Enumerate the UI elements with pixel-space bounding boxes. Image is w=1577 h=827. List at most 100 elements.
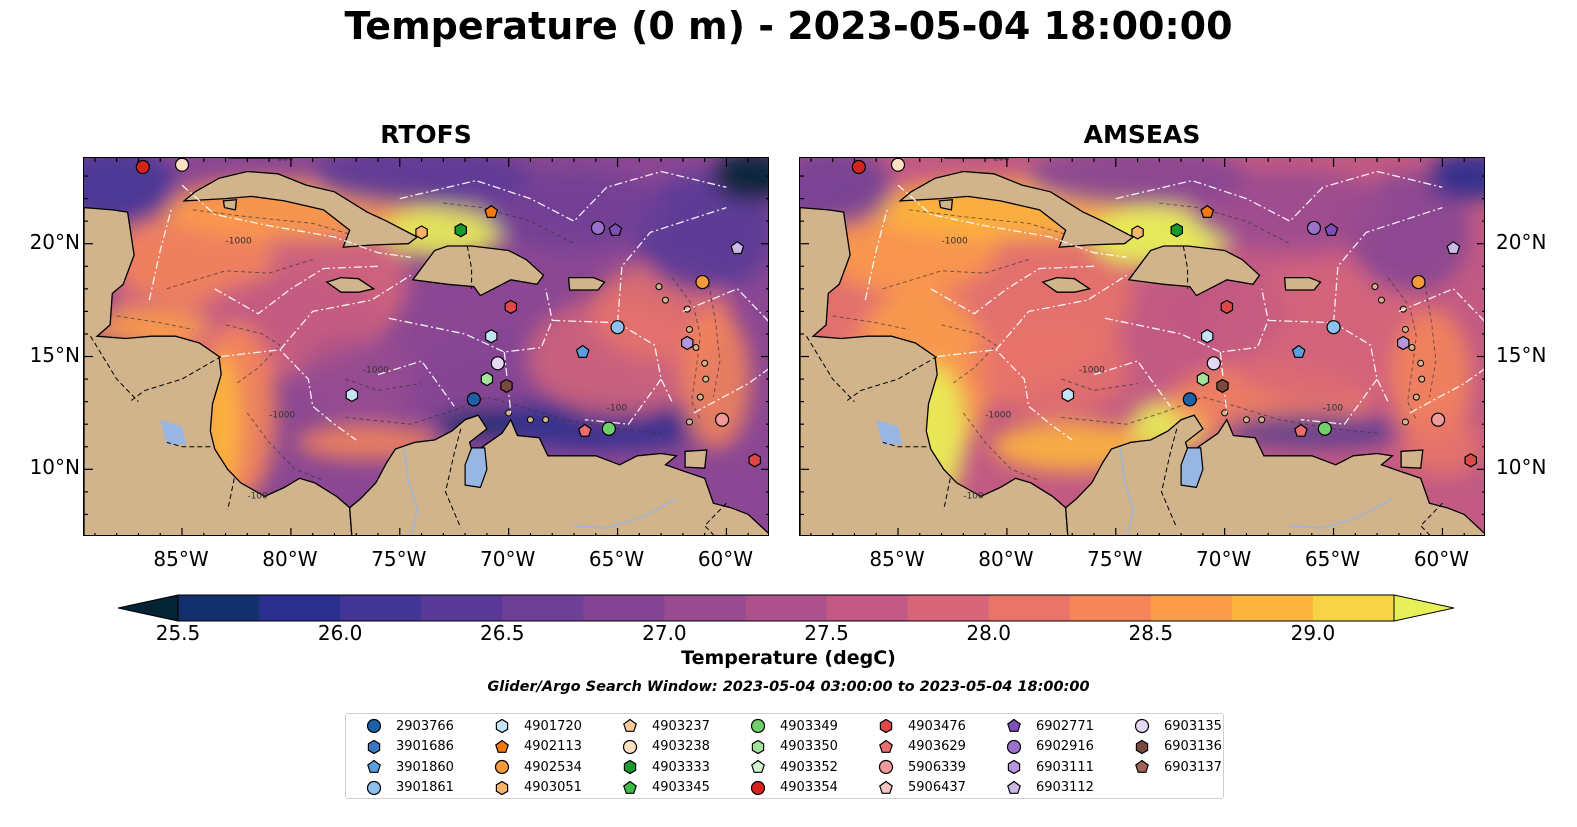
legend-marker[interactable]: [622, 739, 638, 754]
float-marker-4903051[interactable]: [1131, 225, 1144, 240]
hexagon-marker-icon: [495, 780, 509, 795]
float-marker-4903051[interactable]: [415, 225, 428, 240]
float-marker-6903112[interactable]: [1446, 240, 1461, 255]
legend-marker[interactable]: [751, 759, 765, 773]
legend-label: 3901686: [396, 739, 454, 754]
legend-marker[interactable]: [1135, 759, 1149, 773]
float-marker-6903135[interactable]: [1206, 356, 1221, 371]
float-marker-4903349[interactable]: [601, 421, 616, 436]
float-marker-4903476[interactable]: [1464, 453, 1478, 468]
svg-text:-100: -100: [607, 404, 628, 414]
legend-marker[interactable]: [495, 739, 509, 753]
float-marker-3901860[interactable]: [1291, 344, 1306, 358]
svg-text:-100: -100: [247, 492, 268, 502]
legend-label: 4903237: [652, 718, 710, 734]
legend-marker[interactable]: [367, 739, 381, 754]
legend-marker[interactable]: [750, 718, 766, 734]
float-marker-4903476[interactable]: [748, 453, 762, 468]
legend-marker[interactable]: [367, 759, 381, 773]
float-marker-6903136[interactable]: [500, 378, 513, 394]
pentagon-marker-icon: [879, 739, 893, 753]
legend-item: 3901860: [364, 757, 454, 777]
float-marker-5906339[interactable]: [1430, 412, 1446, 427]
legend-marker[interactable]: [1007, 718, 1021, 732]
float-marker-6903111[interactable]: [1396, 335, 1410, 351]
float-marker-6902771[interactable]: [1324, 222, 1339, 237]
legend-marker[interactable]: [366, 718, 382, 734]
float-marker-3901860[interactable]: [575, 344, 590, 358]
float-marker-4903238[interactable]: [174, 158, 190, 172]
legend-marker[interactable]: [879, 780, 893, 794]
float-marker-6902916[interactable]: [590, 220, 606, 236]
rtofs-map-svg: -1000 -1000 -1000 -100 -100 -100: [84, 158, 768, 535]
legend-label: 4902113: [524, 739, 582, 754]
lon-tick-label: 65°W: [1304, 547, 1361, 571]
legend-marker[interactable]: [1007, 780, 1021, 794]
float-marker-3901861[interactable]: [610, 320, 625, 335]
svg-text:-100: -100: [273, 158, 294, 163]
float-marker-6903136[interactable]: [1216, 378, 1229, 394]
map-panel-rtofs[interactable]: -1000 -1000 -1000 -100 -100 -100: [83, 157, 769, 536]
float-marker-4903354[interactable]: [135, 159, 150, 175]
float-marker-2903766[interactable]: [466, 392, 481, 407]
legend-marker[interactable]: [751, 739, 765, 754]
legend-marker[interactable]: [750, 780, 766, 795]
legend-marker[interactable]: [366, 780, 382, 795]
float-marker-6903135[interactable]: [490, 356, 505, 371]
float-marker-4901720[interactable]: [1201, 329, 1214, 344]
legend-marker[interactable]: [879, 739, 893, 753]
float-marker-5906339[interactable]: [714, 412, 730, 427]
float-marker-6902916[interactable]: [1306, 220, 1322, 236]
legend-marker[interactable]: [1134, 718, 1150, 734]
float-marker-4903476[interactable]: [504, 299, 518, 315]
svg-text:-100: -100: [963, 492, 984, 502]
legend-label: 4903238: [652, 739, 710, 754]
legend-marker[interactable]: [1135, 739, 1149, 754]
legend-item: 4903354: [748, 778, 838, 798]
map-panel-amseas[interactable]: -1000 -1000 -1000 -100 -100 -100: [799, 157, 1485, 536]
float-marker-4901720[interactable]: [485, 329, 498, 344]
legend-label: 6903136: [1164, 739, 1222, 754]
float-marker-6903111[interactable]: [680, 335, 694, 351]
float-marker-4903629[interactable]: [1293, 423, 1308, 437]
float-marker-3901861[interactable]: [1326, 320, 1341, 335]
float-marker-4903350[interactable]: [1196, 371, 1210, 387]
legend-label: 2903766: [396, 718, 454, 734]
legend-label: 4903629: [908, 739, 966, 754]
legend-marker[interactable]: [1006, 739, 1022, 754]
float-marker-4903349[interactable]: [1317, 421, 1332, 436]
float-marker-6902771[interactable]: [608, 222, 623, 237]
legend-marker[interactable]: [495, 780, 509, 795]
float-marker-4903476[interactable]: [1220, 299, 1234, 315]
colorbar-tick-label: 28.5: [1128, 621, 1174, 645]
legend-marker[interactable]: [623, 759, 637, 775]
float-marker-4902534[interactable]: [1411, 274, 1426, 290]
float-marker-4902534[interactable]: [695, 274, 710, 290]
float-marker-4903354[interactable]: [851, 159, 866, 175]
legend-marker[interactable]: [623, 780, 637, 794]
float-marker-2903766[interactable]: [1182, 392, 1197, 407]
legend-marker[interactable]: [1007, 759, 1021, 775]
float-marker-4903333[interactable]: [1170, 223, 1183, 238]
float-marker-4903629[interactable]: [577, 423, 592, 437]
float-marker-4901720[interactable]: [1061, 387, 1075, 403]
legend-marker[interactable]: [495, 718, 509, 734]
float-marker-4903333[interactable]: [454, 223, 467, 238]
svg-text:-1000: -1000: [226, 237, 252, 247]
float-marker-4901720[interactable]: [345, 387, 359, 403]
amseas-map-svg: -1000 -1000 -1000 -100 -100 -100: [800, 158, 1484, 535]
legend-marker[interactable]: [494, 759, 510, 775]
legend-marker[interactable]: [879, 718, 893, 734]
circle-marker-icon: [366, 780, 382, 795]
float-marker-4902113[interactable]: [1200, 204, 1215, 219]
colorbar-label: Temperature (degC): [681, 647, 896, 669]
panel-title-rtofs: RTOFS: [380, 120, 472, 149]
circle-marker-icon: [750, 718, 766, 734]
pentagon-marker-icon: [623, 780, 637, 794]
legend-marker[interactable]: [878, 759, 894, 775]
float-marker-4902113[interactable]: [484, 204, 499, 219]
legend-marker[interactable]: [623, 718, 637, 732]
float-marker-4903350[interactable]: [480, 371, 494, 387]
float-marker-4903238[interactable]: [890, 158, 906, 172]
float-marker-6903112[interactable]: [730, 240, 745, 255]
